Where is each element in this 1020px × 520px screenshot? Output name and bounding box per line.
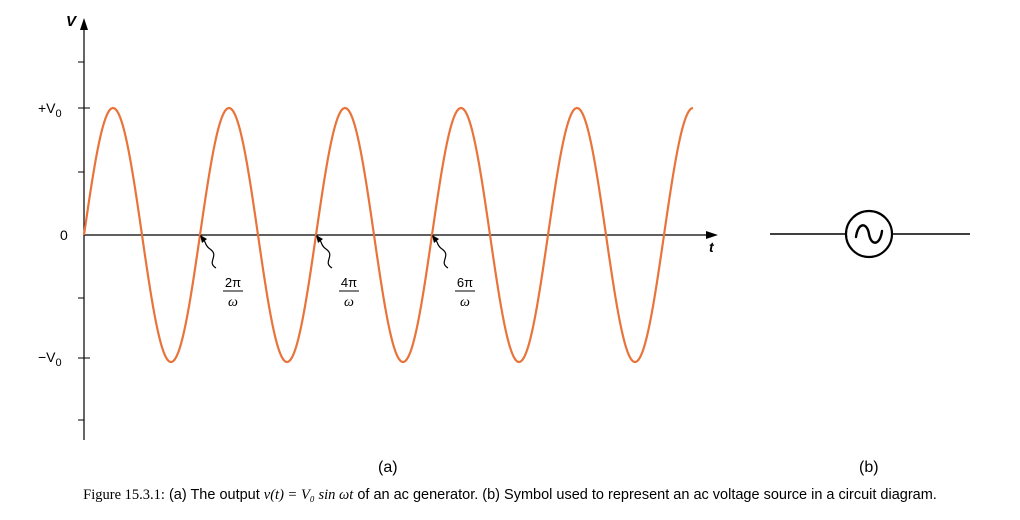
crossing-label-1-denominator: ω [228,295,238,310]
y-tick-label-zero: 0 [60,227,68,243]
ac-source-icon [770,209,970,259]
crossing-marker-3: 6π ω [432,235,475,310]
y-ticks [78,61,90,421]
crossing-label-3-denominator: ω [460,295,470,310]
crossing-marker-2: 4π ω [316,235,359,310]
y-tick-label-positive: +V0 [38,100,62,120]
crossing-label-2-numerator: 4π [341,275,357,290]
y-tick-label-negative: −V0 [38,349,62,369]
y-axis-arrow [80,18,88,30]
caption-text-before: (a) The output [164,487,264,503]
crossing-label-3-numerator: 6π [457,275,473,290]
crossing-label-2-denominator: ω [344,295,354,310]
y-axis-label: V [66,13,78,30]
caption-text-after: of an ac generator. (b) Symbol used to r… [353,487,937,503]
crossing-label-1-numerator: 2π [225,275,241,290]
caption-figure-number: Figure 15.3.1: [83,487,165,503]
x-axis-label: t [709,239,715,255]
figure-caption: Figure 15.3.1: (a) The output v(t) = V₀ … [0,487,1020,504]
ac-source-tilde [854,224,884,244]
x-axis-arrow [706,231,718,239]
panel-label-b: (b) [859,459,879,476]
caption-math: v(t) = V₀ sin ωt [263,487,354,503]
panel-label-a: (a) [378,459,398,476]
sine-wave [82,106,694,364]
crossing-marker-1: 2π ω [200,235,243,310]
